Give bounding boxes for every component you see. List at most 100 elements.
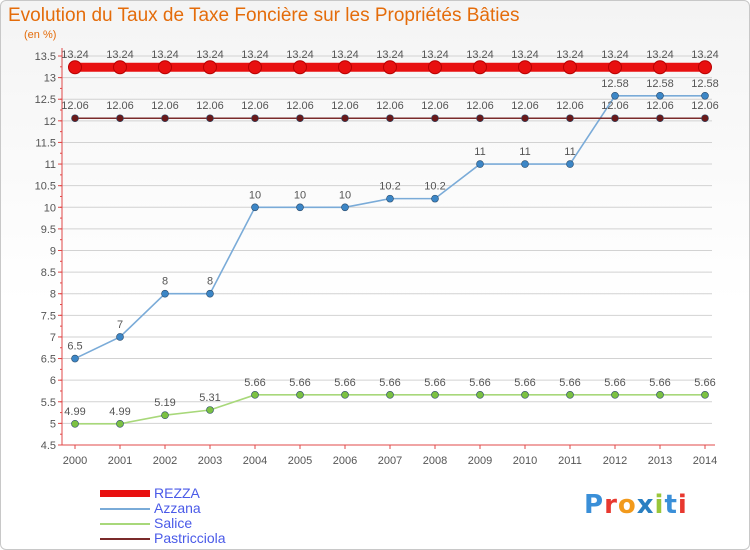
data-label-salice: 5.66 xyxy=(514,377,535,389)
data-label-salice: 5.66 xyxy=(424,377,445,389)
data-label-azzana: 8 xyxy=(207,276,213,288)
data-point-pastricciola xyxy=(656,114,664,123)
data-point-salice xyxy=(566,391,574,399)
legend-label: Azzana xyxy=(154,500,201,516)
data-label-rezza: 13.24 xyxy=(106,49,134,61)
data-point-rezza xyxy=(698,60,712,75)
data-point-rezza xyxy=(563,60,577,75)
x-tick-label: 2008 xyxy=(423,455,447,467)
data-point-rezza xyxy=(293,60,307,75)
data-label-salice: 5.66 xyxy=(649,377,670,389)
data-label-azzana: 8 xyxy=(162,276,168,288)
legend-label: Pastricciola xyxy=(154,530,226,546)
logo-letter: i xyxy=(654,490,665,520)
data-label-azzana: 12.58 xyxy=(646,78,674,90)
y-tick-label: 8.5 xyxy=(41,267,56,279)
data-point-azzana xyxy=(611,91,619,100)
data-label-salice: 5.66 xyxy=(244,377,265,389)
data-label-salice: 5.66 xyxy=(379,377,400,389)
data-point-rezza xyxy=(338,60,352,75)
y-tick-label: 8 xyxy=(50,289,56,301)
data-point-pastricciola xyxy=(296,114,304,123)
legend-swatch xyxy=(100,523,150,525)
y-tick-label: 13.5 xyxy=(35,51,56,63)
data-label-rezza: 13.24 xyxy=(331,49,359,61)
data-point-rezza xyxy=(608,60,622,75)
data-point-pastricciola xyxy=(476,114,484,123)
data-point-azzana xyxy=(521,160,529,168)
data-point-azzana xyxy=(656,91,664,100)
data-label-rezza: 13.24 xyxy=(511,49,539,61)
y-tick-label: 11 xyxy=(45,159,56,171)
y-tick-label: 7.5 xyxy=(41,310,56,322)
data-label-salice: 5.66 xyxy=(469,377,490,389)
data-label-pastricciola: 12.06 xyxy=(241,100,269,112)
data-point-salice xyxy=(656,391,664,399)
legend-swatch xyxy=(100,490,150,497)
data-label-salice: 4.99 xyxy=(109,406,130,418)
data-label-rezza: 13.24 xyxy=(61,49,89,61)
data-label-azzana: 10 xyxy=(249,189,261,201)
data-point-azzana xyxy=(251,203,259,212)
data-point-salice xyxy=(521,391,529,399)
y-tick-label: 5 xyxy=(50,418,56,430)
data-label-rezza: 13.24 xyxy=(286,49,314,61)
data-label-azzana: 12.58 xyxy=(601,78,629,90)
unit-label: (en %) xyxy=(24,29,57,41)
data-label-pastricciola: 12.06 xyxy=(286,100,314,112)
data-label-azzana: 11 xyxy=(474,146,485,158)
data-label-pastricciola: 12.06 xyxy=(151,100,179,112)
data-label-rezza: 13.24 xyxy=(646,49,674,61)
data-label-azzana: 7 xyxy=(117,319,123,331)
data-label-azzana: 10.2 xyxy=(379,181,400,193)
data-point-salice xyxy=(341,391,349,399)
x-tick-label: 2013 xyxy=(648,455,672,467)
x-tick-label: 2010 xyxy=(513,455,537,467)
data-point-pastricciola xyxy=(71,114,79,123)
data-label-rezza: 13.24 xyxy=(376,49,404,61)
data-label-salice: 4.99 xyxy=(64,406,85,418)
data-point-azzana xyxy=(431,194,439,203)
data-label-pastricciola: 12.06 xyxy=(601,100,629,112)
logo-letter: i xyxy=(677,490,688,520)
data-point-pastricciola xyxy=(521,114,529,123)
data-label-azzana: 12.58 xyxy=(691,78,719,90)
data-label-pastricciola: 12.06 xyxy=(421,100,449,112)
data-label-rezza: 13.24 xyxy=(421,49,449,61)
data-label-salice: 5.31 xyxy=(199,392,220,404)
logo-letter: t xyxy=(664,490,678,520)
data-label-azzana: 6.5 xyxy=(67,341,82,353)
data-point-pastricciola xyxy=(161,114,169,123)
data-label-rezza: 13.24 xyxy=(196,49,224,61)
data-point-rezza xyxy=(428,60,442,75)
data-point-azzana xyxy=(476,160,484,168)
x-tick-label: 2003 xyxy=(198,455,222,467)
x-tick-label: 2006 xyxy=(333,455,357,467)
data-label-salice: 5.66 xyxy=(559,377,580,389)
data-point-pastricciola xyxy=(206,114,214,123)
data-point-rezza xyxy=(248,60,262,75)
data-point-azzana xyxy=(341,203,349,212)
data-point-rezza xyxy=(653,60,667,75)
data-point-azzana xyxy=(71,354,79,363)
data-label-rezza: 13.24 xyxy=(556,49,584,61)
x-tick-label: 2005 xyxy=(288,455,312,467)
data-point-rezza xyxy=(203,60,217,75)
legend-swatch xyxy=(100,538,150,540)
y-tick-label: 5.5 xyxy=(41,397,56,409)
logo-letter: P xyxy=(584,490,605,520)
data-label-rezza: 13.24 xyxy=(241,49,269,61)
data-label-azzana: 10 xyxy=(294,189,306,201)
x-tick-label: 2012 xyxy=(603,455,627,467)
data-point-salice xyxy=(71,420,79,428)
data-point-pastricciola xyxy=(341,114,349,123)
data-point-rezza xyxy=(473,60,487,75)
data-point-salice xyxy=(611,391,619,399)
data-point-azzana xyxy=(206,289,214,298)
series-line-azzana xyxy=(74,94,705,360)
data-label-salice: 5.19 xyxy=(154,397,175,409)
x-tick-label: 2007 xyxy=(378,455,402,467)
data-label-rezza: 13.24 xyxy=(601,49,629,61)
data-point-rezza xyxy=(383,60,397,75)
chart-title: Evolution du Taux de Taxe Foncière sur l… xyxy=(8,5,520,26)
